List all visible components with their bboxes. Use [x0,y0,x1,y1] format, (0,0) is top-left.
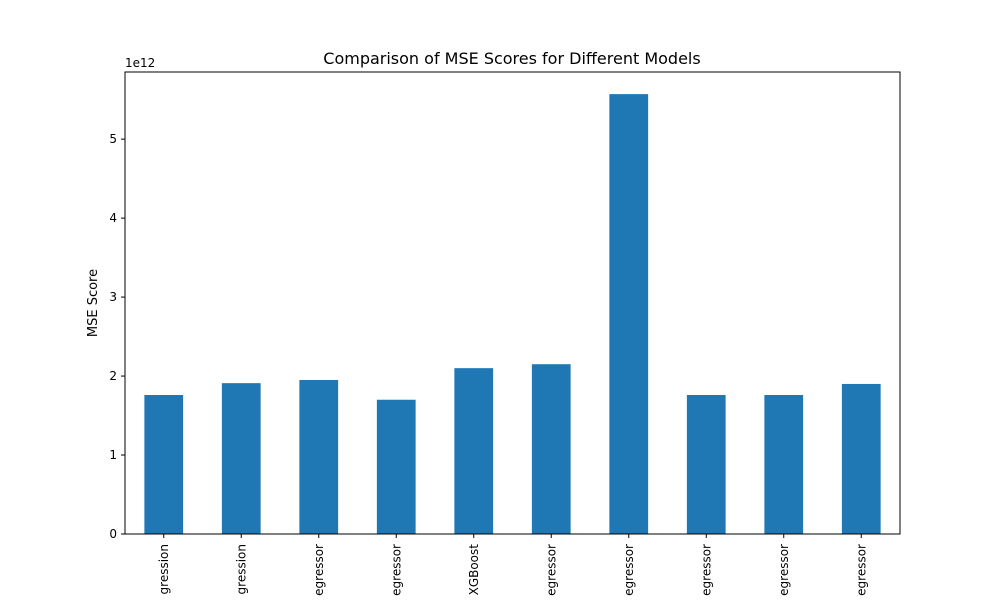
plot-frame [124,71,901,535]
y-tick-label-0: 0 [109,527,117,541]
bar-6 [609,94,649,534]
y-tick-label-5: 5 [109,132,117,146]
bars [144,94,881,534]
x-tick-label-1: gression [234,544,248,594]
y-axis-label: MSE Score [86,269,101,337]
bar-1 [221,383,261,534]
bar-3 [376,399,416,534]
x-tick-label-5: egressor [544,544,558,596]
y-tick-label-3: 3 [109,290,117,304]
bar-4 [454,368,494,534]
y-ticks: 0 1 2 3 4 5 [109,132,125,541]
x-tick-label-6: egressor [622,544,636,596]
x-tick-label-7: egressor [699,544,713,596]
bar-9 [841,383,881,534]
x-tick-label-8: egressor [777,544,791,596]
bar-5 [531,364,571,534]
x-ticks: gression gression egressor egressor XGBoost e… [157,534,868,596]
bar-2 [299,380,339,534]
y-offset-label: 1e12 [125,56,155,70]
bar-7 [686,395,726,534]
y-tick-label-2: 2 [109,369,117,383]
y-tick-label-1: 1 [109,448,117,462]
bar-0 [144,395,184,534]
x-tick-label-9: egressor [854,544,868,596]
x-tick-label-0: gression [157,544,171,594]
x-tick-label-3: egressor [389,544,403,596]
bar-8 [764,395,804,534]
x-tick-label-4: XGBoost [467,544,481,596]
chart-title: Comparison of MSE Scores for Different M… [323,49,700,68]
x-tick-label-2: egressor [312,544,326,596]
y-tick-label-4: 4 [109,211,117,225]
